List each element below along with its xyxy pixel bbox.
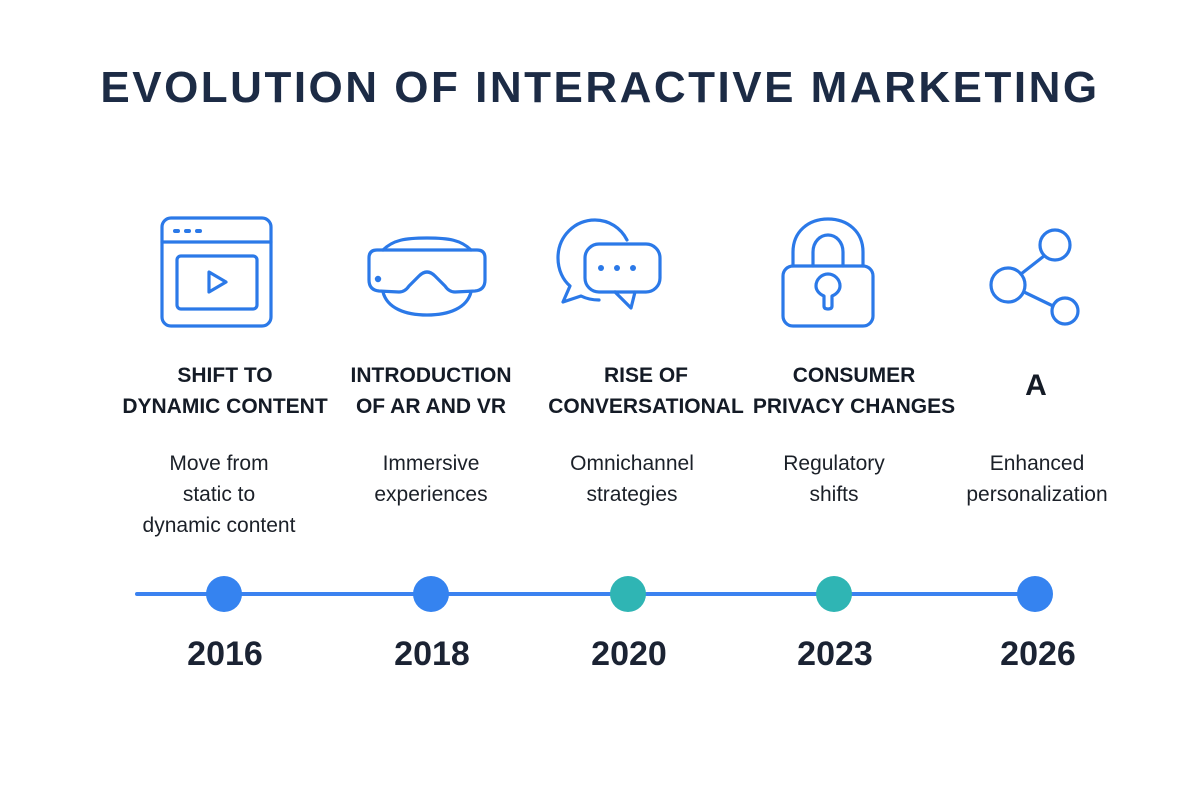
page-title: EVOLUTION OF INTERACTIVE MARKETING	[100, 63, 1100, 112]
milestone-description: Omnichannel strategies	[570, 452, 694, 506]
timeline-dot	[610, 576, 646, 612]
milestone-heading: CONSUMER PRIVACY CHANGES	[752, 364, 956, 418]
timeline-dot	[1017, 576, 1053, 612]
browser-video-icon	[160, 216, 275, 329]
timeline-dot	[816, 576, 852, 612]
milestone-description: Regulatory shifts	[783, 452, 885, 506]
year-label: 2016	[187, 635, 263, 673]
year-label: 2026	[1000, 635, 1076, 673]
timeline-line	[135, 592, 1040, 596]
year-label: 2020	[591, 635, 667, 673]
share-network-icon	[988, 228, 1083, 328]
year-label: 2023	[797, 635, 873, 673]
chat-bubbles-icon	[555, 218, 663, 316]
timeline-dot	[206, 576, 242, 612]
milestone-description: Enhanced personalization	[966, 452, 1108, 506]
year-label: 2018	[394, 635, 470, 673]
milestone-heading: A	[1025, 369, 1047, 402]
milestone-description: Move from static to dynamic content	[142, 452, 296, 537]
milestone-description: Immersive experiences	[374, 452, 488, 506]
milestone-heading: INTRODUCTION OF AR AND VR	[350, 364, 512, 418]
milestone-heading: SHIFT TO DYNAMIC CONTENT	[122, 364, 328, 418]
milestone-heading: RISE OF CONVERSATIONAL	[548, 364, 744, 418]
padlock-icon	[780, 216, 876, 329]
timeline-dot	[413, 576, 449, 612]
vr-headset-icon	[365, 236, 489, 318]
